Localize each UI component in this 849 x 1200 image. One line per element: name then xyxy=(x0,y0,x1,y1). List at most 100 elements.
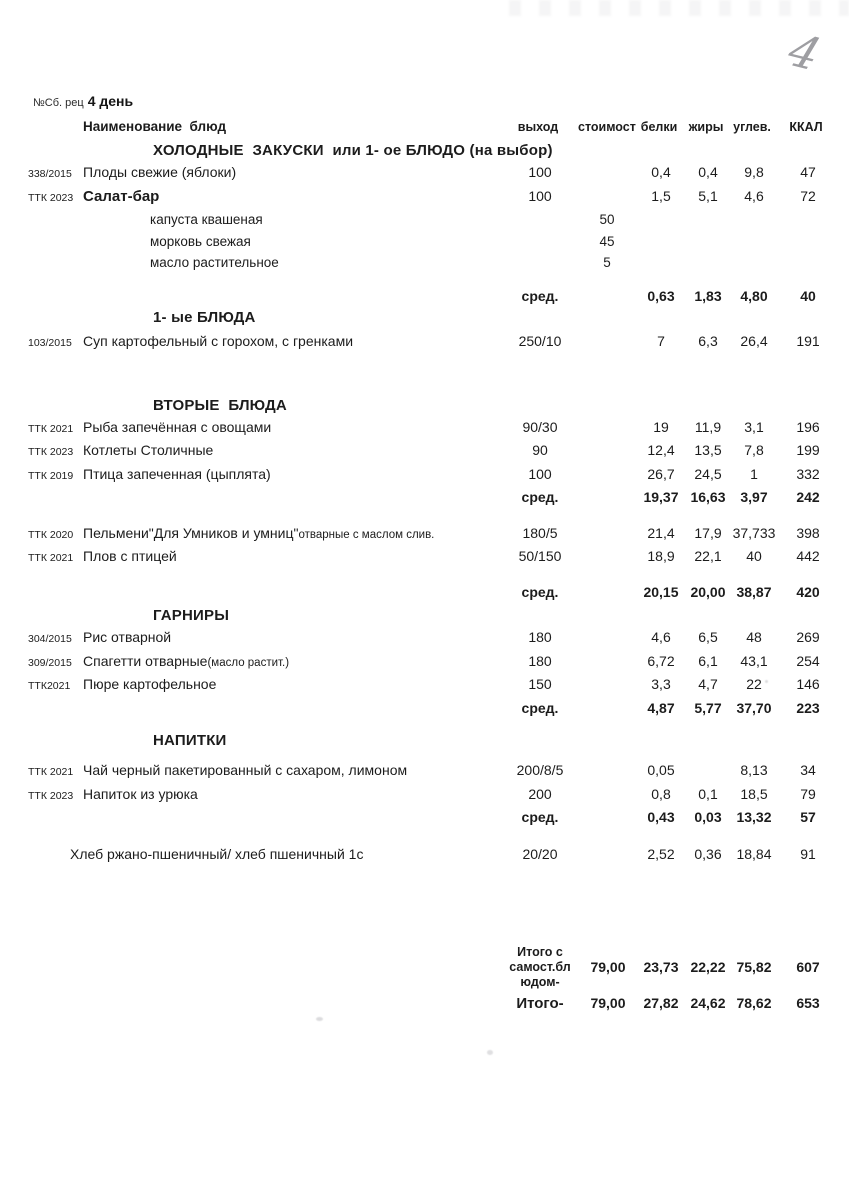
protein-value: 27,82 xyxy=(643,995,679,1011)
portion-size: 200/8/5 xyxy=(516,762,564,778)
section-title: ВТОРЫЕ БЛЮДА xyxy=(153,396,287,414)
fat-value: 4,7 xyxy=(698,676,718,692)
kcal-value: 47 xyxy=(800,164,816,180)
dish-row: ТТК 2019 Птица запеченная (цыплята) 100 26,… xyxy=(0,464,849,488)
portion-size: 45 xyxy=(599,233,615,249)
dish-code: ТТК 2020 xyxy=(28,528,74,541)
dish-name: Пельмени"Для Умников и умниц"отварные с … xyxy=(83,524,435,541)
portion-size: 90 xyxy=(532,442,548,458)
portion-size: 180/5 xyxy=(522,524,558,541)
carbs-value: 7,8 xyxy=(744,442,764,458)
dish-name: Плов с птицей xyxy=(83,548,177,564)
kcal-value: 223 xyxy=(796,699,820,716)
dish-name: Пюре картофельное xyxy=(83,676,217,692)
portion-size: 250/10 xyxy=(518,333,562,349)
grand-total-row: Итого- 79,00 27,82 24,62 78,62 653 xyxy=(0,991,849,1016)
handwritten-page-number: 4 xyxy=(781,23,828,82)
dish-name: Рис отварной xyxy=(83,629,172,645)
protein-value: 0,05 xyxy=(647,762,675,778)
dish-name: Чай черный пакетированный с сахаром, лим… xyxy=(83,762,408,778)
dish-row: 304/2015 Рис отварной 180 4,6 6,5 48 269 xyxy=(0,627,849,651)
kcal-value: 34 xyxy=(800,762,816,778)
dish-code: ТТК 2023 xyxy=(28,789,74,802)
dish-name: Плоды свежие (яблоки) xyxy=(83,164,237,180)
dish-name: Рыба запечённая с овощами xyxy=(83,418,272,435)
section-header-row: ВТОРЫЕ БЛЮДА xyxy=(0,395,849,417)
carbs-value: 40 xyxy=(746,548,762,564)
dish-code: ТТК2021 xyxy=(28,680,71,692)
protein-value: 3,3 xyxy=(651,676,671,692)
protein-value: 20,15 xyxy=(643,583,679,600)
dish-row: ТТК 2023 Напиток из урюка 200 0,8 0,1 18,5 79 xyxy=(0,784,849,808)
carbs-value: 43,1 xyxy=(740,652,768,669)
kcal-value: 269 xyxy=(796,629,820,645)
portion-size: 20/20 xyxy=(522,845,558,862)
kcal-value: 79 xyxy=(800,785,816,802)
carbs-value: 78,62 xyxy=(736,995,772,1011)
column-header-name: Наименование блюд xyxy=(83,119,227,134)
fat-value: 6,3 xyxy=(698,333,718,349)
dish-name: Котлеты Столичные xyxy=(83,442,214,458)
dish-name: морковь свежая xyxy=(150,233,251,249)
carbs-value: 22 xyxy=(746,676,762,692)
dish-name: масло растительное xyxy=(150,255,279,270)
dish-code: ТТК 2019 xyxy=(28,469,74,482)
carbs-value: 75,82 xyxy=(736,959,772,975)
dish-row: ТТК 2023 Котлеты Столичные 90 12,4 13,5 7,8 19… xyxy=(0,440,849,464)
fat-value: 24,5 xyxy=(694,465,722,482)
protein-value: 26,7 xyxy=(647,465,675,482)
section-title: ГАРНИРЫ xyxy=(153,607,230,624)
protein-value: 0,63 xyxy=(647,287,675,304)
protein-value: 0,8 xyxy=(651,785,671,802)
dish-row: ТТК 2023 Салат-бар 100 1,5 5,1 4,6 72 xyxy=(0,186,849,210)
portion-size: сред. xyxy=(521,809,559,825)
carbs-value: 37,733 xyxy=(732,524,776,541)
section-header-row: НАПИТКИ xyxy=(0,730,849,752)
fat-value: 11,9 xyxy=(694,418,722,435)
top-line: №Сб. рец 4 день xyxy=(0,93,849,111)
average-row: сред. 0,43 0,03 13,32 57 xyxy=(0,807,849,829)
kcal-value: 199 xyxy=(796,442,820,458)
portion-size: 90/30 xyxy=(522,418,558,435)
dish-row: ТТК2021 Пюре картофельное 150 3,3 4,7 22 146 xyxy=(0,674,849,698)
kcal-value: 191 xyxy=(796,333,820,349)
kcal-value: 57 xyxy=(800,809,816,825)
carbs-value: 37,70 xyxy=(736,699,772,716)
dish-row: 338/2015 Плоды свежие (яблоки) 100 0,4 0,4 9,… xyxy=(0,162,849,186)
carbs-value: 38,87 xyxy=(736,583,772,600)
table-header-row: Наименование блюд выход стоимост белки ж… xyxy=(0,118,849,136)
ingredient-row: капуста квашеная 50 xyxy=(0,209,849,231)
fat-value: 16,63 xyxy=(690,489,726,505)
dish-name: капуста квашеная xyxy=(150,212,263,227)
kcal-value: 91 xyxy=(800,845,816,862)
portion-size: сред. xyxy=(521,583,559,600)
carbs-value: 18,5 xyxy=(740,785,768,802)
average-row: сред. 0,63 1,83 4,80 40 xyxy=(0,286,849,308)
ingredient-row: морковь свежая 45 xyxy=(0,231,849,253)
fat-value: 20,00 xyxy=(690,583,726,600)
protein-value: 0,43 xyxy=(647,809,675,825)
average-row: сред. 20,15 20,00 38,87 420 xyxy=(0,582,849,604)
portion-size: 100 xyxy=(528,164,552,180)
carbs-value: 3,1 xyxy=(744,418,764,435)
fat-value: 6,1 xyxy=(698,652,718,669)
section-header-row: ГАРНИРЫ xyxy=(0,605,849,627)
totals-row: Итого с самост.бл юдом- 79,00 23,73 22,22 75… xyxy=(0,943,849,991)
kcal-value: 607 xyxy=(796,959,820,975)
column-header-cost: стоимост xyxy=(578,120,636,134)
ingredient-row: масло растительное 5 xyxy=(0,252,849,274)
protein-value: 4,87 xyxy=(647,699,675,716)
carbs-value: 4,80 xyxy=(740,287,768,304)
dish-name: Напиток из урюка xyxy=(83,785,198,802)
portion-size: 180 xyxy=(528,629,552,645)
dish-code: ТТК 2021 xyxy=(28,552,74,564)
kcal-value: 242 xyxy=(796,489,820,505)
kcal-value: 442 xyxy=(796,548,820,564)
carbs-value: 4,6 xyxy=(744,187,764,204)
carbs-value: 9,8 xyxy=(744,164,764,180)
fat-value: 5,77 xyxy=(694,699,722,716)
portion-size: 50 xyxy=(599,212,615,227)
fat-value: 5,1 xyxy=(698,187,718,204)
dish-row: 309/2015 Спагетти отварные(масло растит.)… xyxy=(0,651,849,675)
portion-size: 100 xyxy=(528,465,552,482)
